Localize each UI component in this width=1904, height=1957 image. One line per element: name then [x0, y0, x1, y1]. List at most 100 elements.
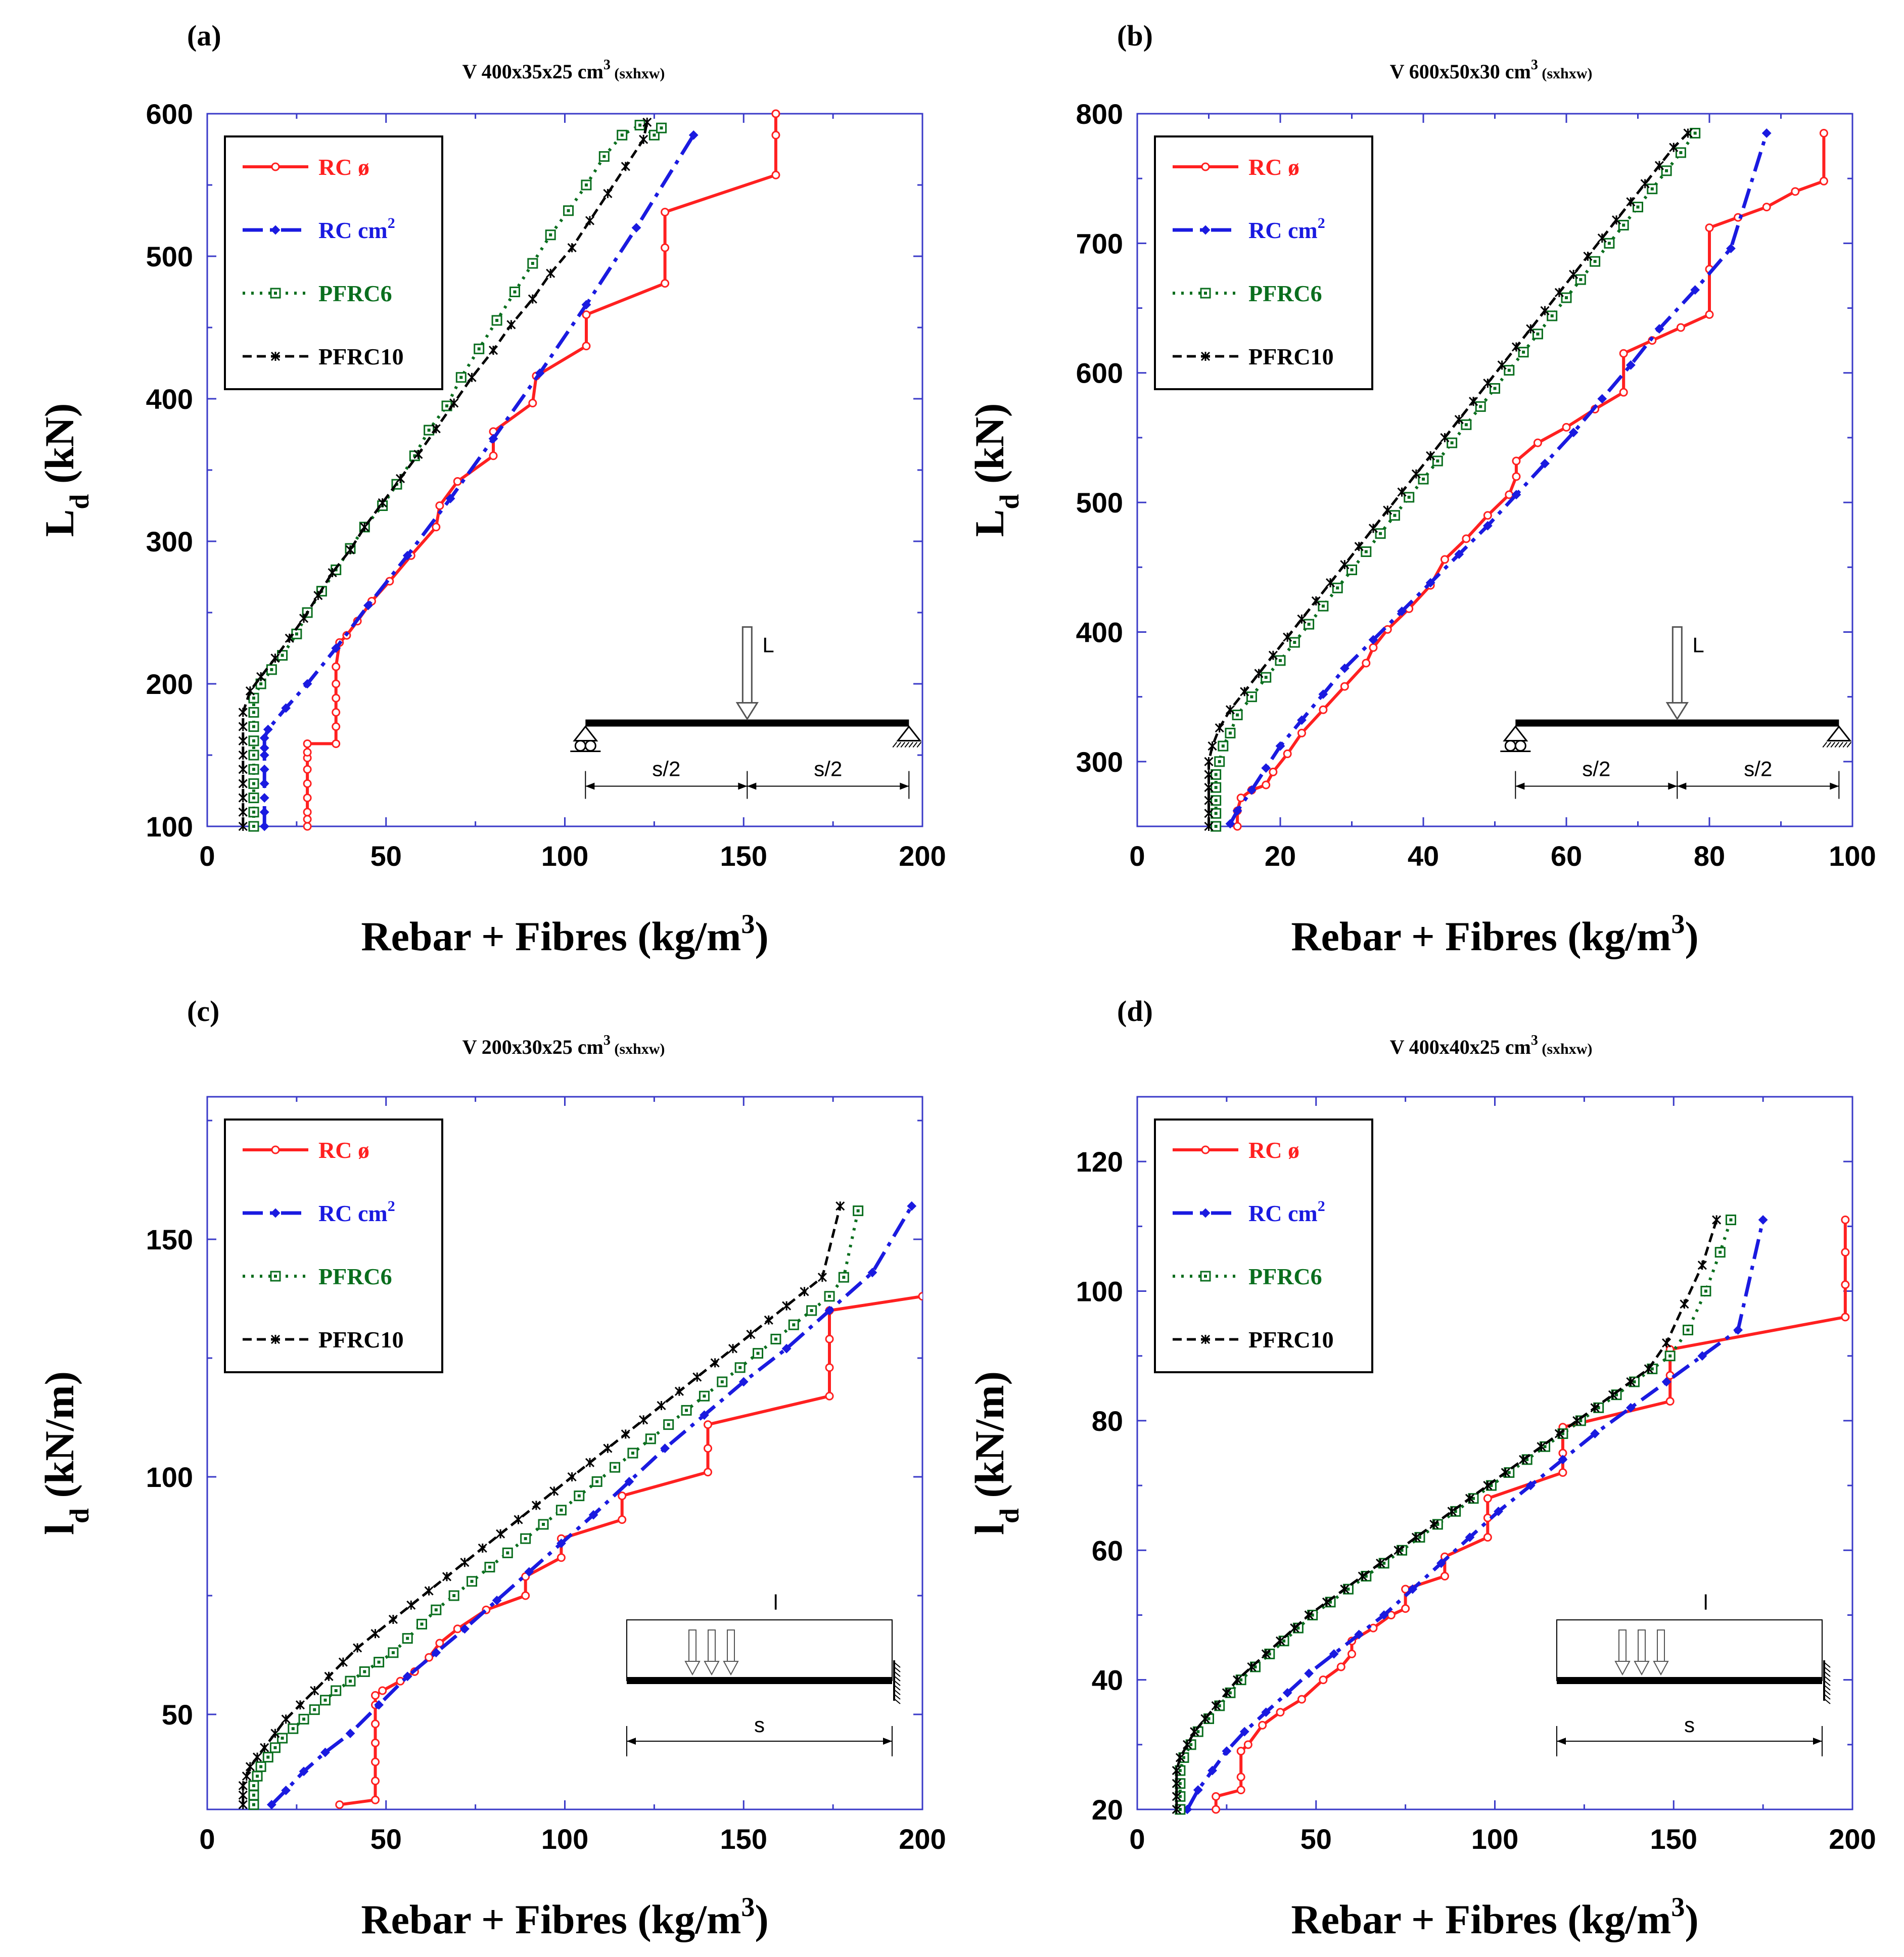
data-point: [738, 1377, 749, 1387]
hatch: [894, 1685, 901, 1691]
chart-title: V 400x35x25 cm3 (sxhxw): [462, 57, 665, 83]
data-point: [245, 686, 255, 696]
data-point: [1483, 511, 1492, 520]
x-tick-label: 100: [1471, 1823, 1518, 1855]
legend-marker: [271, 162, 280, 171]
half-span-label: s/2: [1744, 757, 1772, 781]
data-point: [345, 1675, 356, 1687]
data-point: [506, 320, 516, 330]
y-axis-title: ld (kN/m): [966, 1371, 1025, 1535]
legend-label: PFRC10: [318, 1327, 404, 1353]
data-point: [1375, 528, 1386, 539]
data-point: [245, 1762, 255, 1772]
load-arrow-shaft: [1638, 1629, 1646, 1662]
data-point: [1215, 723, 1224, 733]
x-tick-label: 40: [1408, 840, 1439, 872]
data-point: [402, 550, 412, 561]
data-point: [1212, 1792, 1221, 1801]
data-point: [371, 1719, 380, 1729]
data-point: [728, 1344, 738, 1354]
x-tick-label: 0: [1129, 1823, 1145, 1855]
chart-panel-b: (b) V 600x50x30 cm3 (sxhxw) 0 20 40 60 80 100 30…: [966, 19, 1876, 959]
data-point: [1619, 388, 1628, 397]
series-line-pfrc6: [1178, 1219, 1733, 1809]
data-point: [303, 794, 312, 803]
data-point: [248, 821, 259, 832]
data-point: [1661, 1377, 1671, 1387]
y-tick-label: 400: [146, 383, 193, 415]
data-point: [1533, 438, 1542, 447]
data-point: [1432, 455, 1443, 467]
y-axis-title: Ld (kN): [966, 403, 1025, 537]
span-label: s: [1684, 1713, 1695, 1737]
legend-label: PFRC10: [1248, 1327, 1334, 1353]
data-point: [1633, 202, 1643, 213]
data-point: [259, 807, 269, 817]
hatch: [912, 741, 918, 748]
data-point: [360, 522, 369, 532]
data-point: [238, 765, 248, 774]
data-point: [1429, 1519, 1439, 1529]
data-point: [331, 1685, 342, 1696]
chart-panel-c: (c) V 200x30x25 cm3 (sxhxw) 0 50 100 150 200 50…: [36, 995, 946, 1942]
hatch: [1830, 741, 1836, 748]
data-point: [591, 1476, 602, 1487]
y-tick-label: 100: [146, 811, 193, 843]
data-point: [581, 300, 591, 310]
data-point: [1304, 619, 1315, 630]
data-point: [717, 1376, 728, 1387]
data-point: [645, 1433, 656, 1445]
data-point: [1426, 451, 1435, 460]
hatch: [1824, 1698, 1831, 1704]
data-point: [1172, 1766, 1181, 1776]
data-point: [1222, 1688, 1231, 1698]
data-point: [582, 310, 591, 319]
data-point: [563, 205, 574, 216]
y-tick-label: 20: [1092, 1794, 1123, 1826]
data-point: [1236, 1747, 1245, 1756]
legend-marker: [1200, 1208, 1211, 1218]
data-point: [1512, 456, 1521, 465]
data-point: [1233, 1675, 1242, 1685]
data-point: [484, 1562, 495, 1573]
data-point: [521, 1591, 530, 1600]
hatch: [1846, 741, 1852, 748]
data-point: [549, 1486, 559, 1496]
legend-marker: [1200, 351, 1211, 361]
data-point: [1654, 324, 1664, 334]
data-point: [1289, 637, 1300, 648]
data-point: [1368, 635, 1378, 645]
data-point: [474, 343, 485, 354]
data-point: [1204, 809, 1214, 818]
data-point: [1261, 1707, 1271, 1717]
data-point: [1246, 785, 1257, 795]
data-point: [1626, 197, 1636, 207]
data-point: [1340, 682, 1349, 691]
data-point: [1269, 767, 1278, 776]
x-tick-label: 200: [1829, 1823, 1876, 1855]
legend-marker: [1200, 1271, 1211, 1282]
data-point: [1558, 1468, 1567, 1477]
data-point: [1211, 782, 1222, 793]
hatch: [1824, 1689, 1831, 1695]
beam-sketch: Ls/2 s/2: [1500, 626, 1852, 799]
data-point: [448, 1590, 459, 1601]
data-point: [700, 1410, 709, 1420]
data-point: [1465, 1494, 1475, 1503]
legend-marker: [270, 1271, 281, 1282]
beam: [1515, 719, 1839, 727]
data-point: [1297, 1695, 1306, 1704]
data-point: [746, 1329, 756, 1339]
data-point: [371, 1691, 380, 1700]
chart-title: V 200x30x25 cm3 (sxhxw): [462, 1033, 665, 1058]
load-arrow-shaft: [1618, 1629, 1627, 1662]
data-point: [1705, 310, 1714, 319]
data-point: [303, 808, 312, 817]
legend-label: RC cm2: [1248, 1198, 1325, 1226]
x-axis-title: Rebar + Fibres (kg/m3): [361, 1892, 768, 1942]
data-point: [288, 1723, 299, 1734]
data-point: [1733, 1325, 1743, 1335]
beam: [585, 719, 909, 727]
chart-panel-a: (a) V 400x35x25 cm3 (sxhxw) 0 50 100 150 200 10…: [36, 19, 946, 959]
data-point: [1819, 176, 1828, 185]
